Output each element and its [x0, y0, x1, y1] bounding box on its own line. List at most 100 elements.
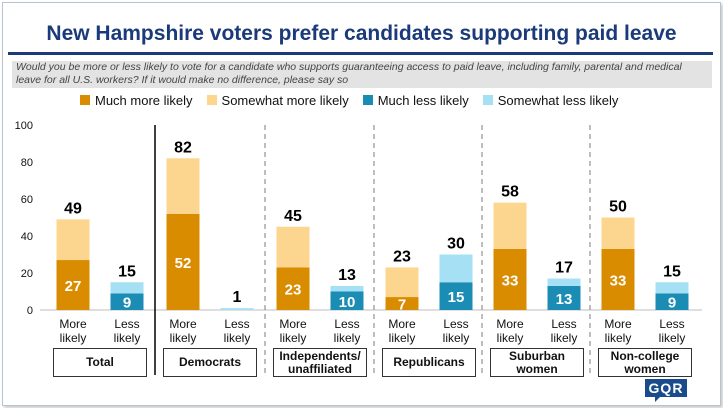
legend-label: Somewhat more likely [221, 92, 349, 108]
x-category-label: likely [280, 331, 307, 345]
x-category-label: Less [224, 317, 249, 331]
bar-total-label: 82 [174, 139, 192, 156]
legend-item: Somewhat less likely [482, 92, 619, 108]
bar-total-label: 45 [284, 208, 302, 225]
segment-value-label: 13 [556, 291, 573, 308]
legend-item: Much more likely [80, 92, 193, 108]
title-rule [8, 52, 713, 55]
x-category-label: likely [170, 331, 197, 345]
legend-swatch [482, 95, 493, 105]
bar-segment-somewhat [493, 202, 527, 249]
bar-segment-strong [655, 293, 689, 310]
x-category-label: likely [497, 331, 524, 345]
x-category-label: likely [389, 331, 416, 345]
group-label: Suburban women [490, 348, 584, 377]
x-category-label: likely [114, 331, 141, 345]
gqr-logo: GQR [645, 379, 687, 397]
x-category-label: Less [334, 317, 359, 331]
y-tick-label: 80 [21, 157, 33, 169]
logo-tail [655, 396, 661, 402]
bar-segment-somewhat [276, 226, 310, 268]
x-category-label: likely [551, 331, 578, 345]
legend-label: Somewhat less likely [497, 92, 619, 108]
x-category-label: Less [551, 317, 576, 331]
bar-segment-strong [547, 285, 581, 310]
segment-value-label: 33 [610, 272, 627, 289]
y-tick-label: 40 [21, 231, 33, 243]
group-label: Total [53, 348, 147, 377]
chart-title: New Hampshire voters prefer candidates s… [46, 22, 677, 45]
segment-value-label: 15 [448, 289, 465, 306]
bar-segment-strong [439, 282, 473, 310]
x-category-label: More [169, 317, 197, 331]
segment-value-label: 27 [65, 278, 82, 295]
legend-label: Much more likely [95, 92, 193, 108]
x-category-label: More [604, 317, 632, 331]
bar-segment-somewhat [547, 278, 581, 286]
group-label: Republicans [382, 348, 476, 377]
bar-segment-strong [385, 297, 419, 310]
bar-total-label: 1 [233, 289, 242, 306]
bar-total-label: 49 [64, 200, 82, 217]
bar-total-label: 15 [663, 263, 681, 280]
bar-segment-somewhat [56, 219, 90, 261]
bar-total-label: 58 [501, 184, 519, 201]
bar-total-label: 15 [118, 263, 136, 280]
x-category-label: likely [605, 331, 632, 345]
legend: Much more likely Somewhat more likely Mu… [80, 92, 618, 108]
segment-value-label: 7 [398, 297, 406, 314]
bar-total-label: 30 [447, 236, 465, 253]
bar-segment-strong [110, 293, 144, 310]
legend-item: Much less likely [362, 92, 469, 108]
y-tick-label: 0 [27, 305, 33, 317]
bar-segment-somewhat [601, 217, 635, 249]
bar-segment-strong [166, 213, 200, 310]
segment-value-label: 52 [175, 255, 192, 272]
bar-segment-strong [56, 260, 90, 310]
legend-swatch [362, 95, 373, 105]
bar-segment-strong [601, 248, 635, 310]
x-category-label: More [496, 317, 524, 331]
legend-item: Somewhat more likely [206, 92, 349, 108]
bar-total-label: 13 [338, 267, 356, 284]
x-category-label: likely [334, 331, 361, 345]
bar-segment-somewhat [439, 254, 473, 283]
bar-segment-somewhat [385, 267, 419, 298]
group-label: Non-college women [598, 348, 692, 377]
group-label: Independents/ unaffiliated [273, 348, 367, 377]
bar-total-label: 23 [393, 248, 411, 265]
y-tick-label: 100 [15, 120, 33, 132]
bar-segment-strong [493, 248, 527, 310]
x-category-label: More [59, 317, 87, 331]
bar-segment-somewhat [220, 308, 254, 310]
x-category-label: likely [443, 331, 470, 345]
segment-value-label: 9 [123, 295, 131, 312]
y-tick-label: 20 [21, 268, 33, 280]
x-category-label: likely [659, 331, 686, 345]
y-tick-label: 60 [21, 194, 33, 206]
bar-segment-strong [330, 291, 364, 310]
x-category-label: Less [114, 317, 139, 331]
x-category-label: Less [659, 317, 684, 331]
segment-value-label: 33 [502, 272, 519, 289]
legend-label: Much less likely [377, 92, 469, 108]
x-category-label: likely [60, 331, 87, 345]
bar-segment-somewhat [655, 282, 689, 294]
x-category-label: More [279, 317, 307, 331]
bar-segment-strong [276, 267, 310, 310]
legend-swatch [206, 95, 217, 105]
bar-total-label: 17 [555, 260, 573, 277]
bar-segment-somewhat [166, 158, 200, 214]
segment-value-label: 9 [668, 295, 676, 312]
bar-segment-somewhat [110, 282, 144, 294]
survey-question: Would you be more or less likely to vote… [12, 61, 712, 88]
segment-value-label: 10 [339, 294, 356, 311]
group-label: Democrats [163, 348, 257, 377]
x-category-label: Less [443, 317, 468, 331]
legend-swatch [80, 95, 90, 105]
bar-segment-somewhat [330, 285, 364, 292]
segment-value-label: 23 [285, 282, 302, 299]
bar-total-label: 50 [609, 199, 627, 216]
x-category-label: More [388, 317, 416, 331]
